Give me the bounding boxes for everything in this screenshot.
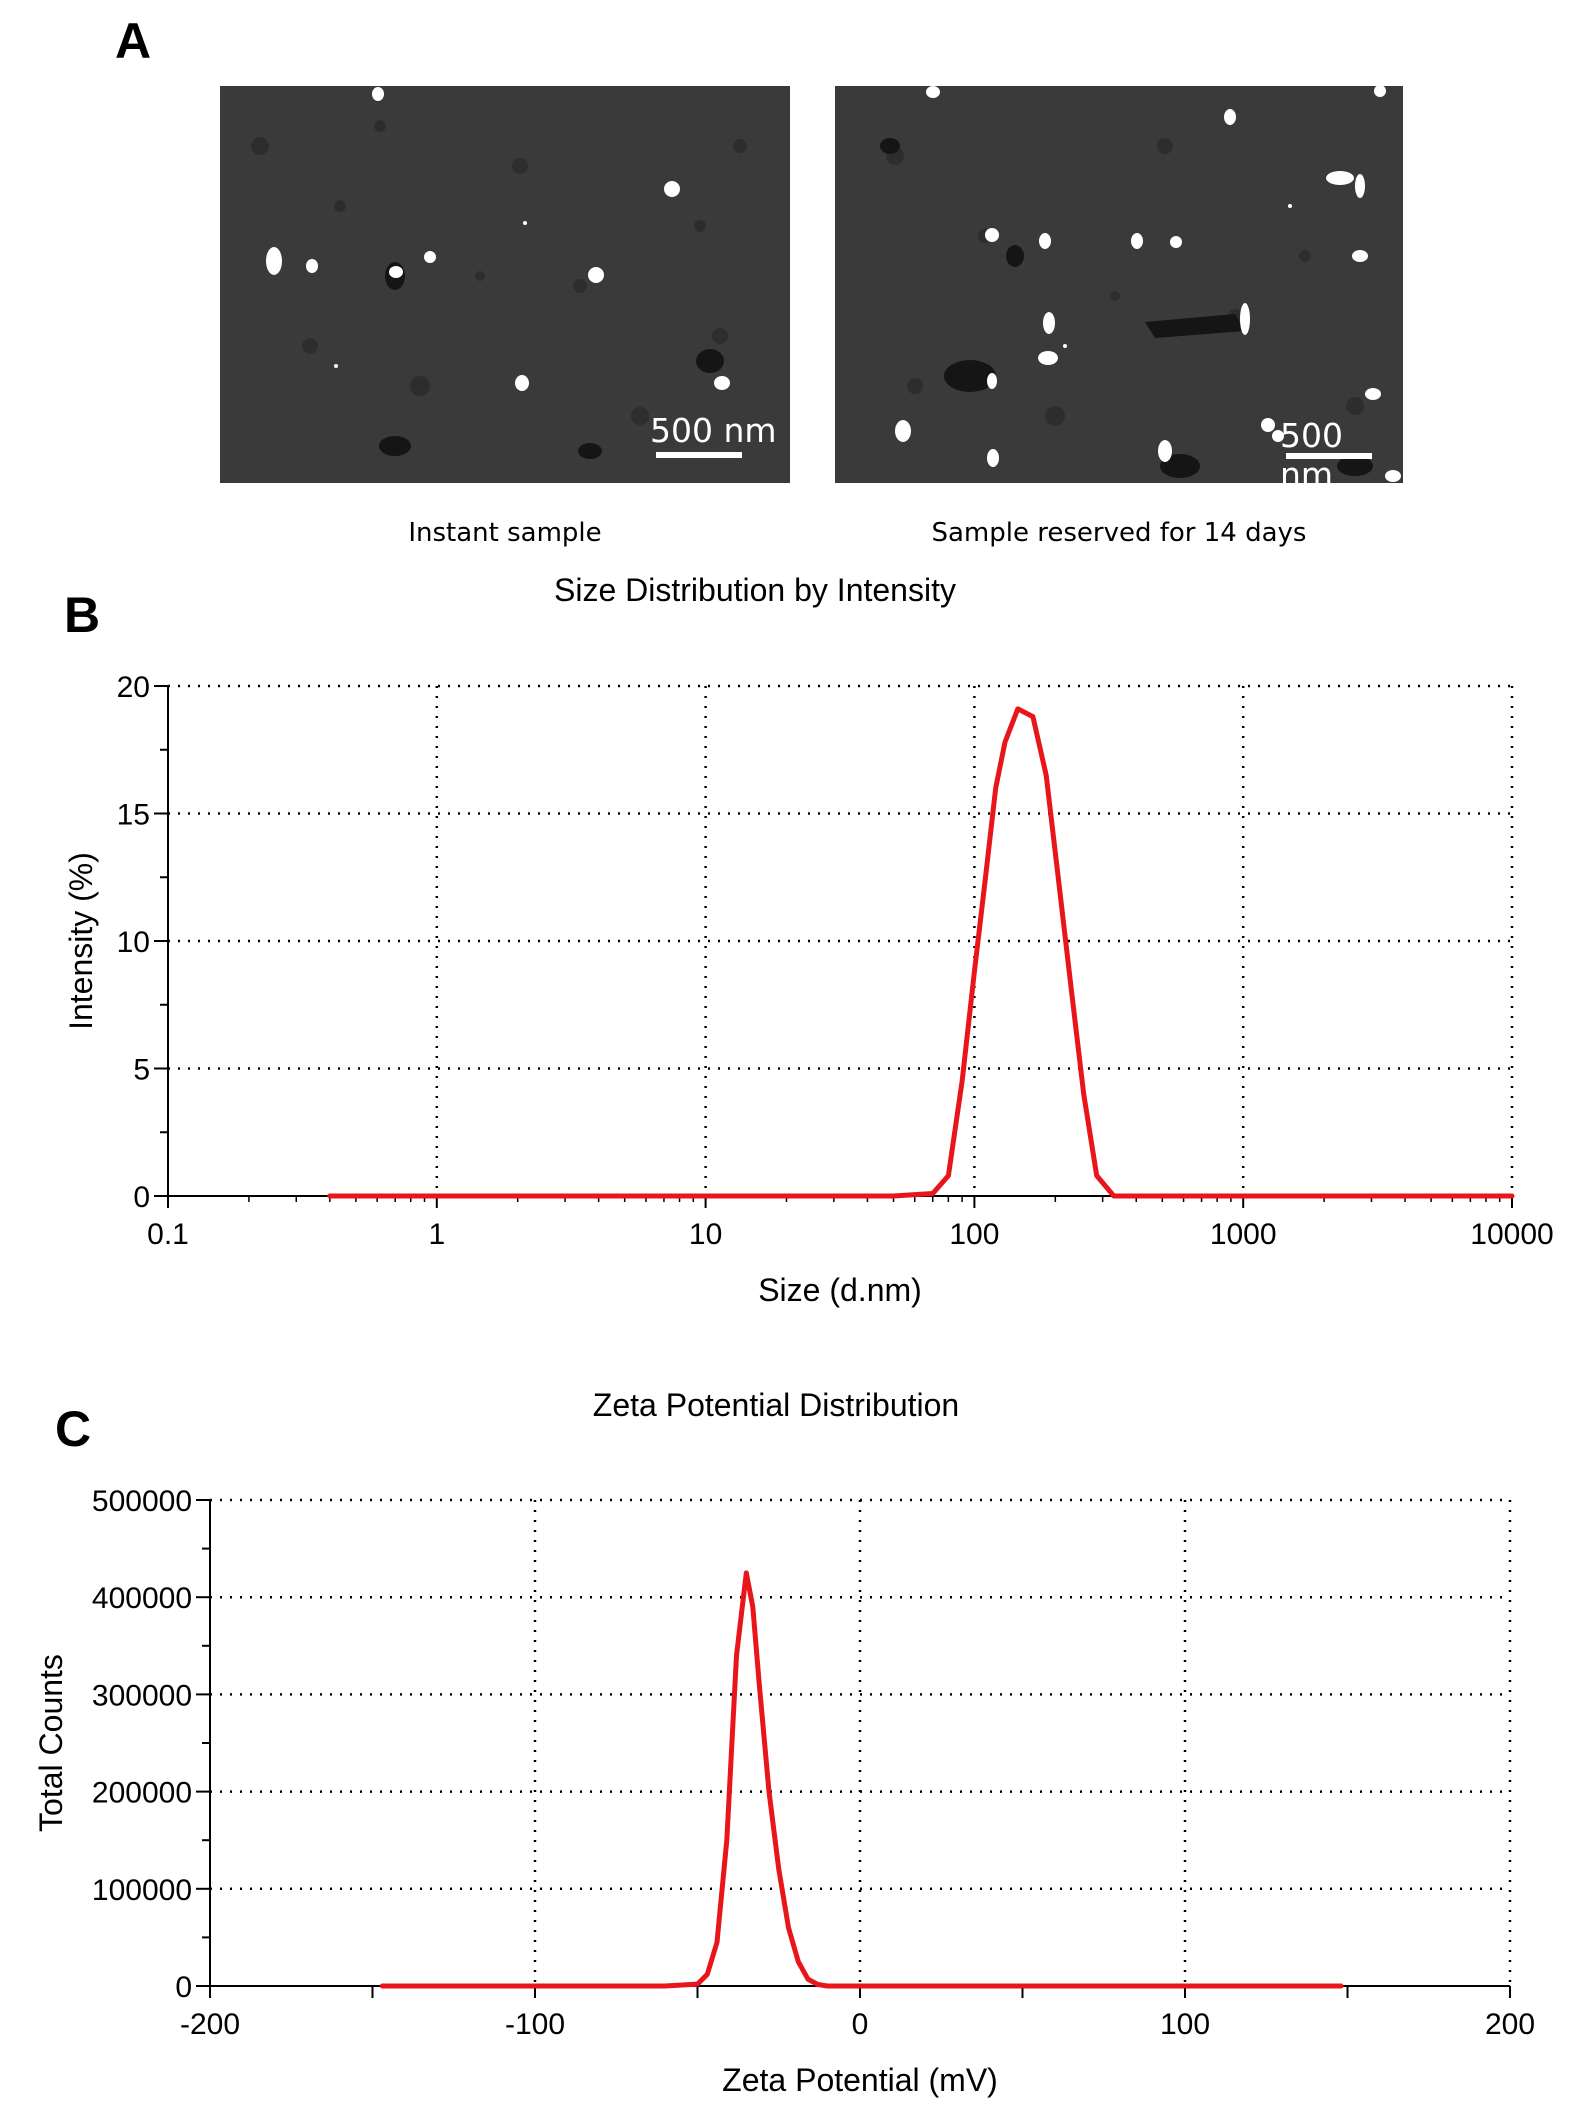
tem-image-14-days: 500 nm — [835, 86, 1403, 483]
x-axis-label: Size (d.nm) — [758, 1272, 922, 1308]
series-line — [379, 1570, 1344, 1989]
zeta-potential-chart: 0 100000 200000 300000 400000 500000 -200 -100 0… — [33, 1485, 1535, 2098]
scale-bar — [656, 452, 742, 458]
y-axis-label: Total Counts — [33, 1654, 69, 1832]
y-tick-label: 15 — [117, 799, 150, 832]
y-tick-label: 10 — [117, 926, 150, 959]
tem-micrograph-instant — [251, 87, 747, 459]
x-tick-label: 200 — [1485, 2008, 1535, 2041]
tem-micrograph-14-days — [880, 86, 1401, 482]
scale-bar — [1286, 453, 1372, 459]
x-tick-label: -200 — [180, 2008, 240, 2041]
panel-b-letter: B — [64, 587, 101, 643]
x-tick-label: 0.1 — [147, 1218, 189, 1251]
size-distribution-chart: 0 5 10 15 20 0.1 1 10 100 1000 10000 Size (d.nm) Int… — [63, 671, 1554, 1308]
y-tick-label: 0 — [133, 1181, 150, 1214]
tem-caption-instant: Instant sample — [408, 518, 602, 548]
y-tick-label: 200000 — [92, 1777, 192, 1810]
x-tick-label: 1000 — [1210, 1218, 1277, 1251]
x-tick-label: 10000 — [1470, 1218, 1553, 1251]
series-line — [327, 706, 1515, 1199]
x-tick-label: 10 — [689, 1218, 722, 1251]
x-tick-label: 0 — [852, 2008, 869, 2041]
x-axis-label: Zeta Potential (mV) — [722, 2062, 998, 2098]
y-tick-label: 500000 — [92, 1485, 192, 1518]
x-tick-label: -100 — [505, 2008, 565, 2041]
scale-bar-label: 500 nm — [1280, 416, 1343, 483]
x-tick-label: 1 — [428, 1218, 445, 1251]
y-tick-label: 400000 — [92, 1582, 192, 1615]
y-axis-label: Intensity (%) — [63, 852, 99, 1030]
x-tick-label: 100 — [949, 1218, 999, 1251]
y-tick-label: 0 — [175, 1971, 192, 2004]
scale-bar-label: 500 nm — [650, 411, 777, 450]
chart-b-title: Size Distribution by Intensity — [554, 572, 956, 608]
tem-image-instant: 500 nm — [220, 86, 790, 483]
chart-c-title: Zeta Potential Distribution — [592, 1387, 960, 1423]
y-tick-label: 300000 — [92, 1679, 192, 1712]
y-tick-label: 5 — [133, 1054, 150, 1087]
panel-c-letter: C — [55, 1401, 92, 1457]
x-tick-label: 100 — [1160, 2008, 1210, 2041]
y-tick-label: 100000 — [92, 1874, 192, 1907]
panel-a-letter: A — [115, 13, 152, 69]
tem-caption-14-days: Sample reserved for 14 days — [931, 518, 1307, 548]
y-tick-label: 20 — [117, 671, 150, 704]
